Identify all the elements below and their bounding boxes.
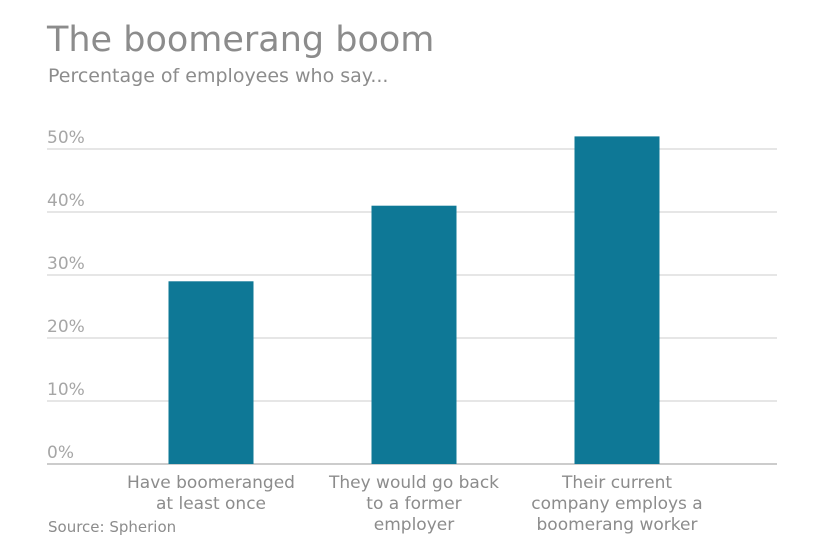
x-category-label: Have boomeranged at least once	[127, 473, 295, 514]
y-tick-label: 10%	[47, 380, 85, 400]
bars	[168, 136, 660, 464]
bar	[574, 136, 660, 464]
source-note: Source: Spherion	[48, 518, 177, 536]
y-tick-label: 50%	[47, 128, 85, 148]
x-category-label: They would go back to a former employer	[328, 473, 499, 535]
bar	[371, 205, 457, 464]
x-axis-labels: Have boomeranged at least once They would …	[127, 473, 703, 535]
y-axis-ticks: 0% 10% 20% 30% 40% 50%	[47, 128, 85, 463]
x-category-label: Their current company employs a boomerang …	[531, 473, 702, 535]
chart-subtitle: Percentage of employees who say...	[48, 65, 389, 87]
bar	[168, 281, 254, 464]
chart-title: The boomerang boom	[47, 20, 435, 60]
y-tick-label: 20%	[47, 317, 85, 337]
y-tick-label: 0%	[47, 443, 74, 463]
y-tick-label: 40%	[47, 191, 85, 211]
y-tick-label: 30%	[47, 254, 85, 274]
